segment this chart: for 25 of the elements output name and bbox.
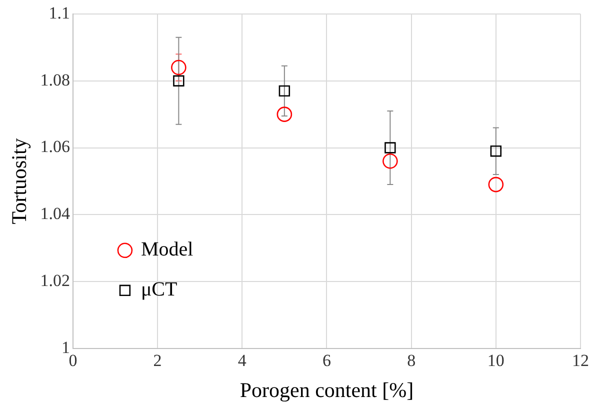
- x-axis-title: Porogen content [%]: [240, 378, 414, 402]
- legend-label: μCT: [140, 278, 178, 301]
- y-tick-label: 1.1: [48, 3, 70, 22]
- legend-label: Model: [140, 238, 194, 261]
- point: [173, 75, 184, 86]
- y-tick-label: 1.02: [40, 270, 70, 290]
- x-tick-label: 2: [153, 351, 162, 370]
- y-tick-label: 1.06: [40, 137, 70, 156]
- point: [382, 153, 398, 169]
- x-tick-label: 8: [407, 351, 416, 370]
- x-tick-label: 6: [322, 351, 331, 370]
- point: [490, 146, 502, 157]
- point: [171, 60, 186, 76]
- point: [384, 142, 396, 154]
- x-tick-label: 12: [572, 351, 589, 370]
- x-tick-label: 10: [487, 351, 504, 370]
- y-tick-label: 1.04: [40, 204, 70, 224]
- y-tick-label: 1.08: [40, 70, 70, 90]
- x-tick-label: 0: [68, 351, 78, 370]
- y-tick-label: 1: [61, 338, 70, 357]
- point: [278, 85, 290, 97]
- y-axis-title: Tortuosity: [7, 138, 32, 224]
- point: [488, 176, 504, 192]
- point: [276, 106, 292, 122]
- x-tick-label: 4: [238, 351, 247, 370]
